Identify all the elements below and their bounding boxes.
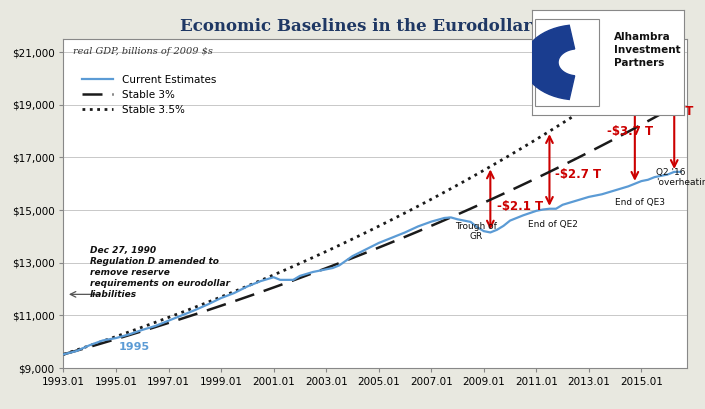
Legend: Current Estimates, Stable 3%, Stable 3.5%: Current Estimates, Stable 3%, Stable 3.5… <box>78 70 220 119</box>
Text: Dec 27, 1990
Regulation D amended to
remove reserve
requirements on eurodollar
l: Dec 27, 1990 Regulation D amended to rem… <box>90 246 230 299</box>
Text: End of QE2: End of QE2 <box>529 220 578 229</box>
FancyBboxPatch shape <box>535 18 599 106</box>
Polygon shape <box>523 25 575 99</box>
Text: -$3.7 T: -$3.7 T <box>607 125 654 138</box>
Text: real GDP, billions of 2009 $s: real GDP, billions of 2009 $s <box>73 47 213 56</box>
Text: Q2 '16
'overheating': Q2 '16 'overheating' <box>656 168 705 187</box>
Polygon shape <box>576 57 596 67</box>
Text: -$4.4 T: -$4.4 T <box>646 105 693 118</box>
Text: -$2.7 T: -$2.7 T <box>555 168 601 181</box>
Title: Economic Baselines in the Eurodollar Era: Economic Baselines in the Eurodollar Era <box>180 18 570 34</box>
Text: Trough of
GR: Trough of GR <box>455 222 497 241</box>
Text: End of QE3: End of QE3 <box>615 198 665 207</box>
Text: -$2.1 T: -$2.1 T <box>497 200 543 213</box>
Text: Alhambra
Investment
Partners: Alhambra Investment Partners <box>614 31 681 68</box>
Text: 1995: 1995 <box>118 342 149 352</box>
